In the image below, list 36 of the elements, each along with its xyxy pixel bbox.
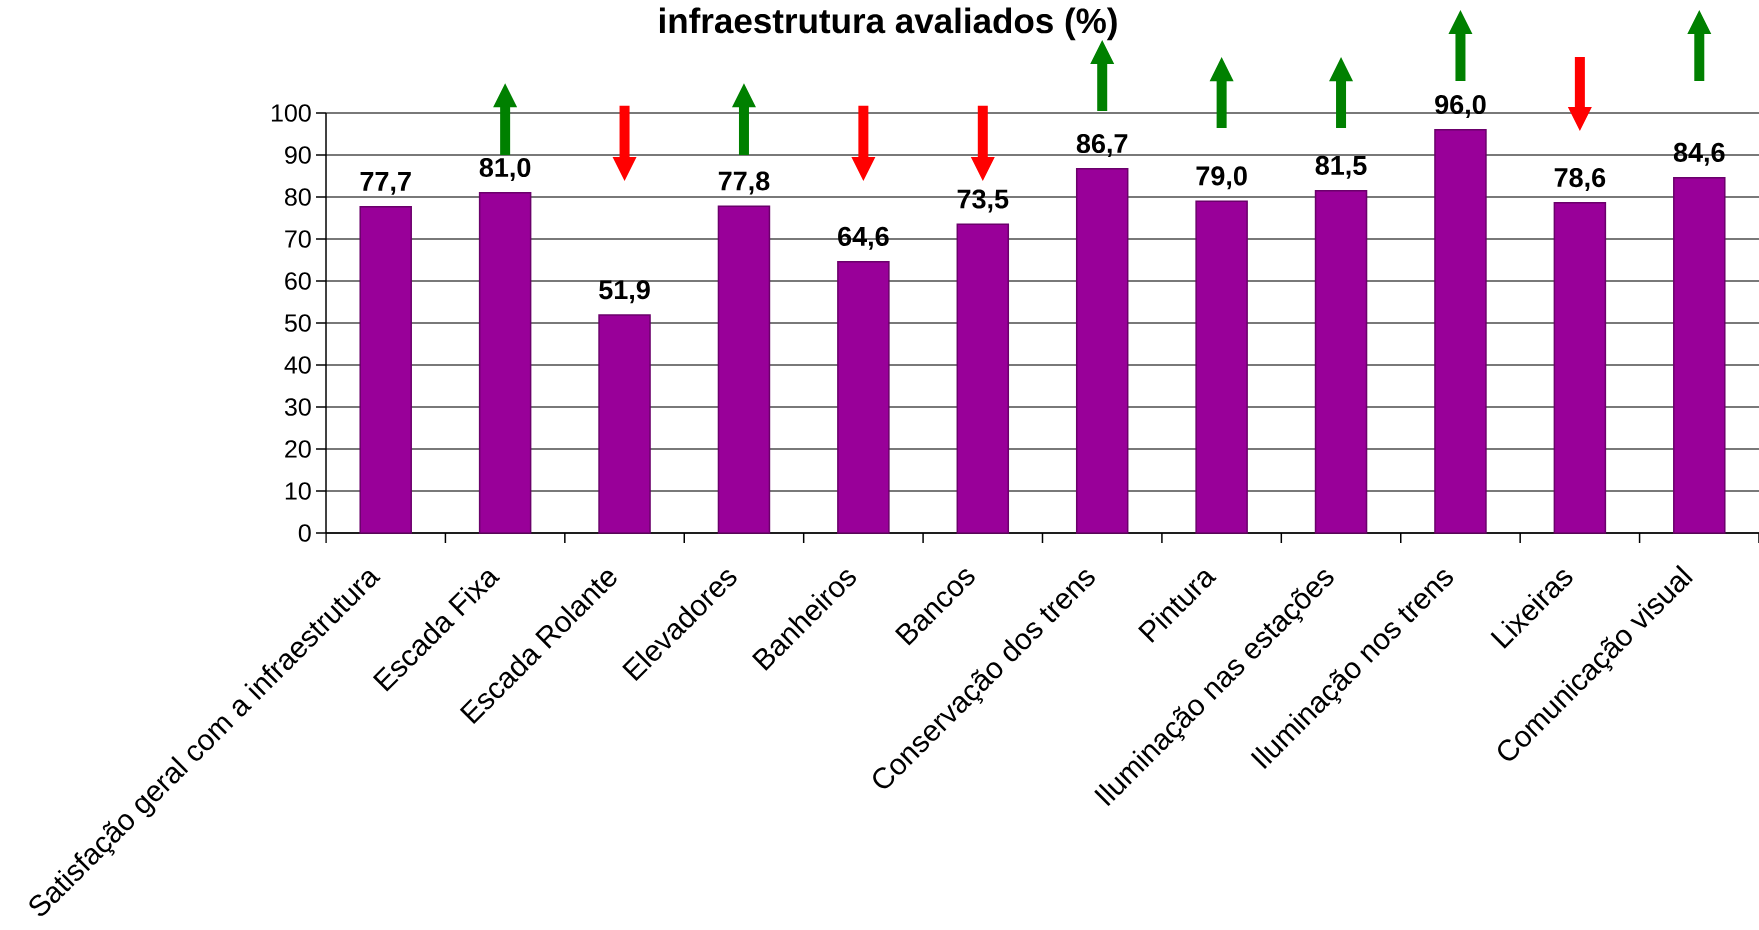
data-label: 79,0 [1196,166,1247,190]
bar [478,192,532,534]
bar [598,314,651,534]
bar [359,205,412,534]
bar [1195,200,1248,534]
data-label: 51,9 [599,280,650,304]
data-label: 96,0 [1435,94,1486,118]
y-tick-label: 30 [284,398,311,416]
y-tick-label: 80 [285,188,311,206]
y-tick-label: 20 [285,440,311,458]
bar [1075,168,1129,534]
y-tick-label: 10 [285,482,311,500]
y-tick-label: 40 [284,356,311,374]
data-label: 64,6 [838,226,889,250]
bar [956,223,1010,534]
bar [837,260,890,534]
data-label: 77,8 [718,171,770,195]
y-tick-label: 70 [285,230,311,248]
y-tick-label: 90 [285,146,311,164]
y-tick-label: 50 [284,314,311,332]
data-label: 81,5 [1315,155,1367,179]
data-label: 77,7 [360,172,411,195]
bar [1673,176,1726,534]
data-label: 78,6 [1554,168,1606,192]
chart-title: infraestrutura avaliados (%) [659,7,1117,41]
bar [1314,189,1368,534]
data-label: 86,7 [1076,134,1128,158]
data-label: 81,0 [479,157,531,181]
y-tick-label: 60 [285,272,311,290]
y-tick-label: 100 [271,104,311,122]
bar [717,205,771,534]
data-label: 73,5 [957,189,1009,213]
y-tick-label: 0 [298,524,311,542]
bar [1553,202,1607,534]
data-label: 84,6 [1673,142,1725,166]
bar [1434,129,1487,534]
